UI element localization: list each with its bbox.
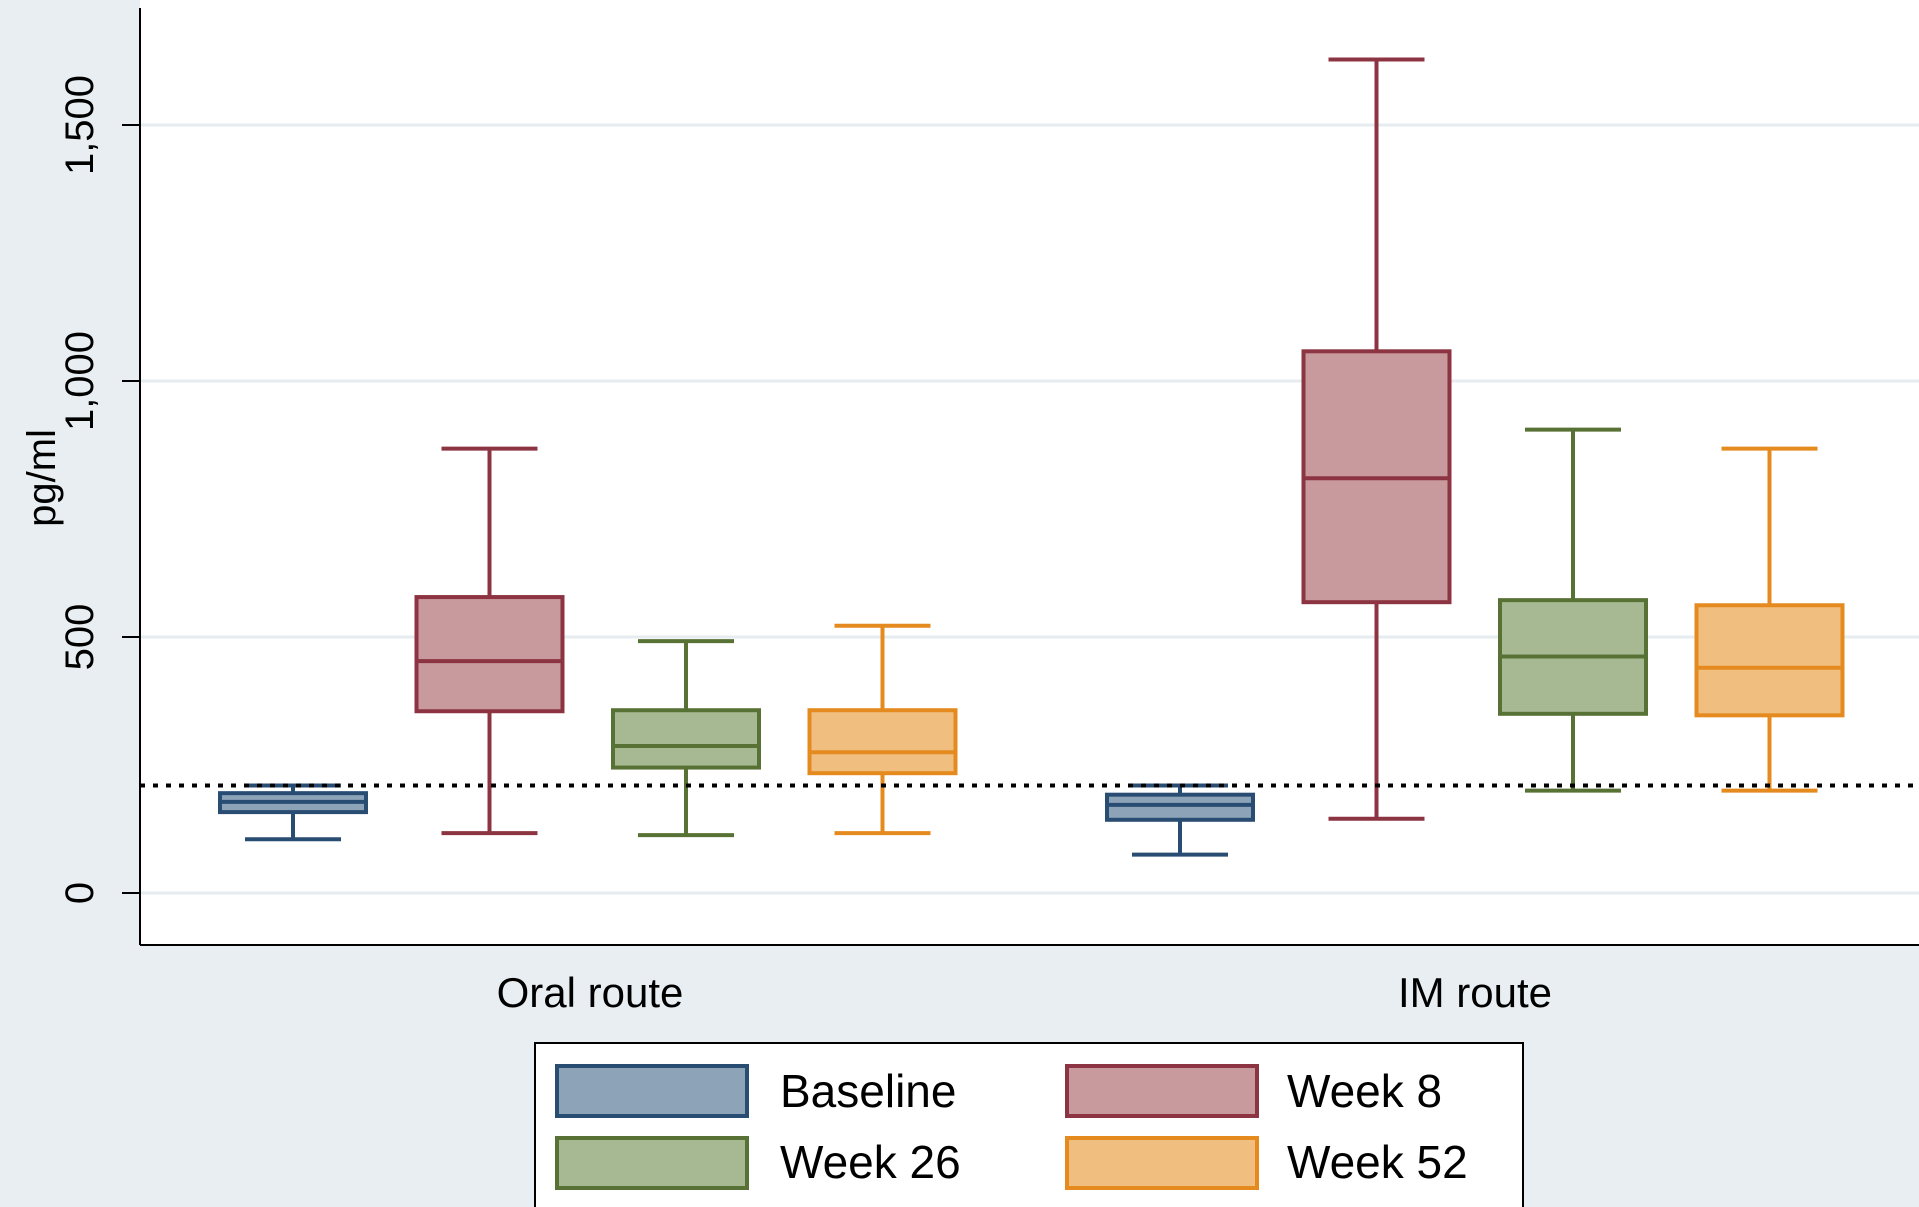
box-iqr — [810, 710, 956, 773]
x-axis: Oral route IM route — [497, 969, 1552, 1016]
legend-label: Week 26 — [780, 1136, 961, 1188]
legend-label: Week 8 — [1287, 1065, 1442, 1117]
x-category-label: IM route — [1398, 969, 1552, 1016]
x-category-label: Oral route — [497, 969, 684, 1016]
y-tick-label: 1,000 — [58, 331, 102, 431]
y-axis: 0 500 1,000 1,500 — [58, 75, 140, 904]
plot-area — [140, 0, 1919, 945]
y-tick-label: 500 — [58, 604, 102, 671]
y-tick-label: 0 — [58, 882, 102, 904]
legend-key — [557, 1138, 747, 1188]
legend-label: Baseline — [780, 1065, 956, 1117]
box-iqr — [1107, 795, 1253, 820]
box-iqr — [1697, 605, 1843, 715]
box-iqr — [613, 710, 759, 767]
legend-key — [1067, 1066, 1257, 1116]
y-axis-label: pg/ml — [20, 429, 64, 527]
y-tick-label: 1,500 — [58, 75, 102, 175]
box-iqr — [417, 597, 563, 711]
legend-key — [1067, 1138, 1257, 1188]
legend: Baseline Week 8 Week 26 Week 52 — [535, 1043, 1523, 1207]
legend-key — [557, 1066, 747, 1116]
legend-label: Week 52 — [1287, 1136, 1468, 1188]
